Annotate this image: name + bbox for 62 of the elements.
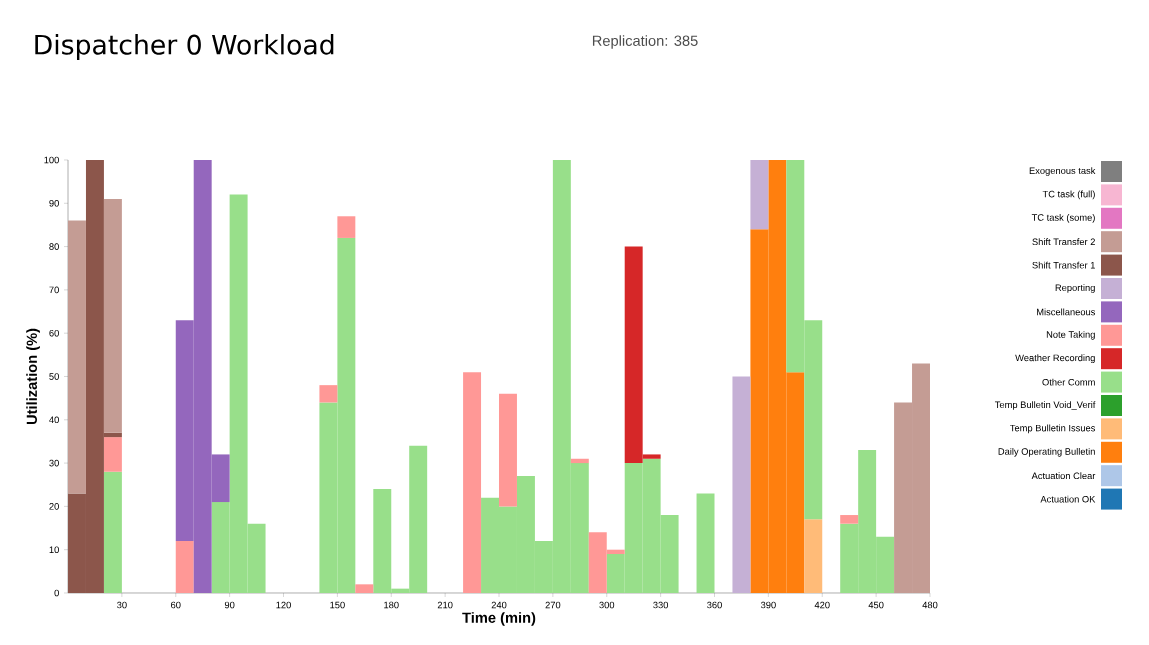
y-tick-label: 30 bbox=[49, 459, 59, 467]
legend-label: Actuation OK bbox=[1040, 495, 1096, 503]
bar bbox=[804, 519, 823, 593]
x-tick-label: 420 bbox=[814, 601, 830, 609]
bar bbox=[840, 515, 859, 524]
x-tick-label: 330 bbox=[653, 601, 669, 609]
x-tick-label: 210 bbox=[437, 601, 453, 609]
chart-title: Dispatcher 0 Workload bbox=[35, 34, 334, 60]
x-tick-label: 150 bbox=[330, 601, 345, 609]
legend-label: Note Taking bbox=[1046, 330, 1095, 340]
x-tick-label: 300 bbox=[599, 601, 615, 609]
x-tick-label: 120 bbox=[276, 601, 291, 609]
x-tick-label: 480 bbox=[922, 601, 938, 609]
legend-label: Temp Bulletin Issues bbox=[1010, 424, 1096, 434]
legend-label: Actuation Clear bbox=[1031, 472, 1096, 480]
x-tick-label: 60 bbox=[171, 601, 181, 609]
bar bbox=[570, 458, 589, 464]
x-tick-label: 90 bbox=[224, 601, 235, 609]
legend-label: Other Comm bbox=[1042, 378, 1095, 386]
bar bbox=[68, 220, 86, 494]
y-tick-label: 60 bbox=[49, 329, 59, 337]
legend-label: Daily Operating Bulletin bbox=[998, 447, 1095, 457]
y-tick-label: 10 bbox=[49, 546, 59, 553]
x-tick-label: 450 bbox=[868, 601, 884, 609]
legend-label: Exogenous task bbox=[1029, 167, 1096, 176]
legend-label: Shift Transfer 2 bbox=[1032, 238, 1095, 246]
x-tick-label: 360 bbox=[707, 601, 722, 609]
bar bbox=[463, 372, 482, 593]
y-tick-label: 40 bbox=[49, 416, 59, 424]
x-tick-label: 240 bbox=[491, 601, 507, 609]
legend-label: TC task (full) bbox=[1042, 190, 1095, 200]
y-axis-title: Utilization (%) bbox=[26, 328, 40, 425]
bar bbox=[696, 493, 715, 593]
x-axis-title: Time (min) bbox=[462, 612, 536, 626]
legend-label: TC task (some) bbox=[1031, 213, 1095, 223]
y-tick-label: 100 bbox=[44, 156, 59, 164]
legend-label: Shift Transfer 1 bbox=[1032, 261, 1095, 269]
legend-label: Temp Bulletin Void_Verif bbox=[994, 401, 1096, 410]
bar bbox=[103, 198, 122, 433]
x-tick-label: 180 bbox=[384, 601, 399, 609]
y-tick-label: 20 bbox=[49, 503, 59, 510]
x-tick-label: 390 bbox=[760, 601, 776, 609]
bar bbox=[355, 584, 374, 593]
legend-label: Reporting bbox=[1055, 284, 1095, 293]
bar bbox=[175, 541, 194, 593]
y-tick-label: 0 bbox=[54, 589, 59, 597]
bar bbox=[103, 437, 122, 472]
bar bbox=[103, 471, 122, 593]
y-tick-label: 90 bbox=[49, 200, 59, 207]
bar bbox=[499, 393, 517, 507]
x-tick-label: 270 bbox=[545, 601, 561, 609]
x-tick-label: 30 bbox=[117, 601, 127, 609]
legend-label: Weather Recording bbox=[1015, 354, 1095, 364]
y-tick-label: 50 bbox=[49, 373, 59, 380]
bar bbox=[750, 159, 769, 230]
legend-label: Miscellaneous bbox=[1037, 308, 1096, 316]
bar bbox=[319, 385, 338, 403]
y-tick-label: 70 bbox=[49, 286, 59, 294]
bar bbox=[337, 216, 356, 238]
text: Replication: 385 bbox=[592, 35, 698, 49]
y-tick-label: 80 bbox=[49, 243, 59, 250]
bar bbox=[732, 376, 751, 593]
